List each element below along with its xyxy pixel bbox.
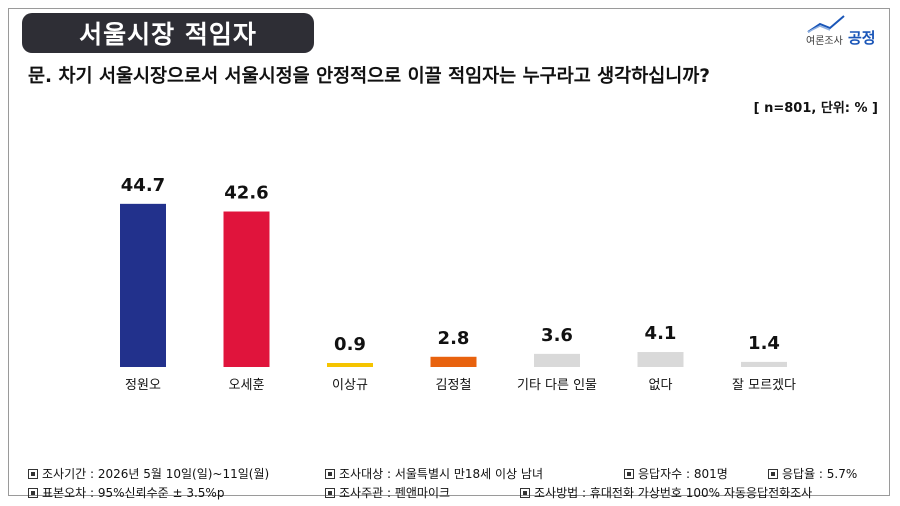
footer-item: 조사기간 : 2026년 5월 10일(일)~11일(월): [28, 465, 269, 482]
bar: [637, 352, 684, 367]
footer-item: 응답자수 : 801명: [624, 465, 728, 482]
chart-trend-logo-icon: [807, 15, 845, 33]
footer-item: 조사방법 : 휴대전화 가상번호 100% 자동응답전화조사: [520, 484, 812, 501]
footer-respondents: 응답자수 : 801명: [638, 467, 728, 481]
footer-response-rate: 응답율 : 5.7%: [782, 467, 858, 481]
bar: [223, 211, 270, 367]
bar: [120, 203, 166, 367]
logo-small-text: 여론조사: [806, 36, 843, 47]
square-bullet-icon: [768, 469, 778, 479]
category-label: 기타 다른 인물: [517, 378, 597, 393]
footer-item: 조사주관 : 펜앤마이크: [325, 484, 450, 501]
footer-survey-period: 조사기간 : 2026년 5월 10일(일)~11일(월): [42, 467, 270, 481]
square-bullet-icon: [28, 469, 38, 479]
bar: [327, 363, 373, 367]
value-label: 3.6: [541, 325, 573, 346]
square-bullet-icon: [624, 469, 634, 479]
category-label: 정원오: [125, 378, 161, 393]
bar-chart: 44.7 정원오 42.6 오세훈 0.9 이상규 2.8 김정철 3.6 기타 다른 인물 4.1…: [120, 175, 796, 393]
value-label: 44.7: [121, 175, 165, 196]
square-bullet-icon: [520, 488, 530, 498]
sample-note: [ n=801, 단위: % ]: [753, 101, 878, 116]
page-title-text: 서울시장 적임자: [79, 20, 257, 49]
square-bullet-icon: [28, 488, 38, 498]
footer-item: 응답율 : 5.7%: [768, 465, 857, 482]
square-bullet-icon: [325, 488, 335, 498]
footer-item: 표본오차 : 95%신뢰수준 ± 3.5%p: [28, 484, 224, 501]
footer-sampling-error: 표본오차 : 95%신뢰수준 ± 3.5%p: [42, 486, 225, 500]
category-label: 잘 모르겠다: [732, 378, 796, 393]
logo-big-text: 공정: [848, 29, 876, 47]
category-label: 김정철: [436, 378, 472, 393]
category-label: 이상규: [332, 378, 368, 393]
question-text: 문. 차기 서울시장으로서 서울시정을 안정적으로 이끌 적임자는 누구라고 생…: [28, 66, 711, 87]
footer-survey-target: 조사대상 : 서울특별시 만18세 이상 남녀: [339, 467, 543, 481]
bar: [741, 361, 787, 367]
category-label: 없다: [649, 378, 673, 393]
footer-method: 조사방법 : 휴대전화 가상번호 100% 자동응답전화조사: [534, 486, 813, 500]
value-label: 1.4: [748, 333, 780, 354]
value-label: 0.9: [334, 334, 366, 355]
category-label: 오세훈: [229, 378, 265, 393]
value-label: 2.8: [438, 328, 470, 349]
footer-sponsor: 조사주관 : 펜앤마이크: [339, 486, 451, 500]
value-label: 42.6: [224, 183, 268, 204]
square-bullet-icon: [325, 469, 335, 479]
page-title: 서울시장 적임자: [22, 13, 314, 53]
bar: [534, 353, 580, 367]
footer-item: 조사대상 : 서울특별시 만18세 이상 남녀: [325, 465, 543, 482]
bar: [430, 356, 477, 367]
value-label: 4.1: [645, 323, 677, 344]
